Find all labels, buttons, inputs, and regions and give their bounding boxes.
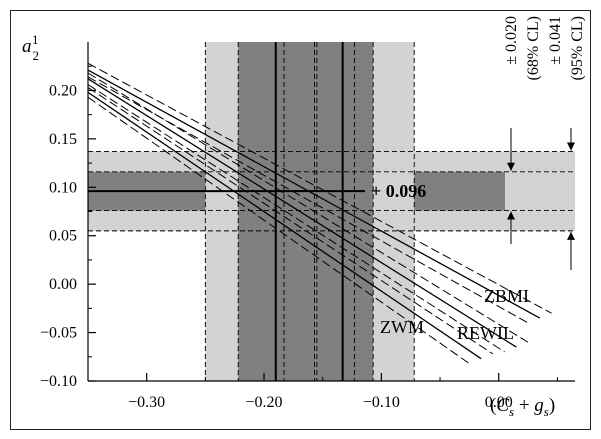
x-axis-title-close: ) [549, 395, 555, 416]
annotations: ZWM REWIL ZBMI + 0.096 ± 0.020 (68% CL) ± 0.04… [371, 16, 586, 343]
v-band-inner-0 [238, 42, 317, 381]
v-band-inner-1 [314, 42, 374, 381]
outer-cl-label: (95% CL) [569, 16, 586, 80]
line-rewil [87, 78, 517, 348]
series-label-zwm: ZWM [380, 317, 424, 337]
figure-frame [10, 10, 591, 430]
line-rewil-band-1 [87, 84, 505, 353]
y-tick-label-0: −0.10 [40, 373, 77, 390]
series-label-zbmi: ZBMI [484, 286, 529, 306]
cross-lines [88, 42, 365, 381]
y-tick-label-4: 0.10 [49, 179, 77, 196]
x-tick-label-0: −0.30 [128, 394, 165, 411]
line-zbmi-band-1 [87, 76, 529, 324]
inner-error-label: ± 0.020 [503, 16, 520, 65]
series-label-rewil: REWIL [457, 323, 514, 343]
arrow-inner-bottom [507, 211, 515, 244]
arrow-inner-top [507, 128, 515, 171]
line-zbmi [87, 69, 541, 319]
y-tick-label-5: 0.15 [49, 131, 77, 148]
y-tick-label-6: 0.20 [49, 82, 77, 99]
y-axis-title-subscript: 2 [33, 48, 40, 63]
axes: −0.10 −0.05 0.00 0.05 0.10 0.15 0.20 −0.30 −0.20… [40, 42, 575, 411]
x-axis-title-g: g [534, 395, 544, 416]
x-axis-title-open: ( [490, 395, 496, 416]
y-axis-title-superscript: 1 [32, 32, 39, 47]
x-axis-title-c: C [496, 395, 509, 416]
x-tick-label-3: 0.00 [485, 394, 513, 411]
line-zwm-band-0 [87, 87, 494, 355]
y-tick-label-2: 0.00 [49, 276, 77, 293]
line-zbmi-band-0 [87, 62, 552, 314]
arrow-outer-top [567, 128, 575, 151]
y-axis-title: a21 [22, 32, 39, 63]
y-tick-label-1: −0.05 [40, 325, 77, 342]
h-center-value-label: + 0.096 [371, 181, 426, 201]
arrow-outer-bottom [567, 231, 575, 270]
theory-lines [87, 62, 552, 364]
x-axis-title-sub1: s [509, 404, 514, 419]
inner-cl-label: (68% CL) [525, 16, 542, 80]
x-axis-title: (Cs + gs) [490, 395, 555, 419]
x-axis-title-sub2: s [544, 404, 549, 419]
y-tick-label-3: 0.05 [49, 228, 77, 245]
x-tick-label-2: −0.10 [363, 394, 400, 411]
x-tick-label-1: −0.20 [246, 394, 283, 411]
y-axis-title-base: a [22, 36, 32, 57]
outer-error-label: ± 0.041 [547, 16, 564, 65]
line-zwm [87, 91, 482, 360]
x-axis-title-plus: + [514, 395, 534, 416]
